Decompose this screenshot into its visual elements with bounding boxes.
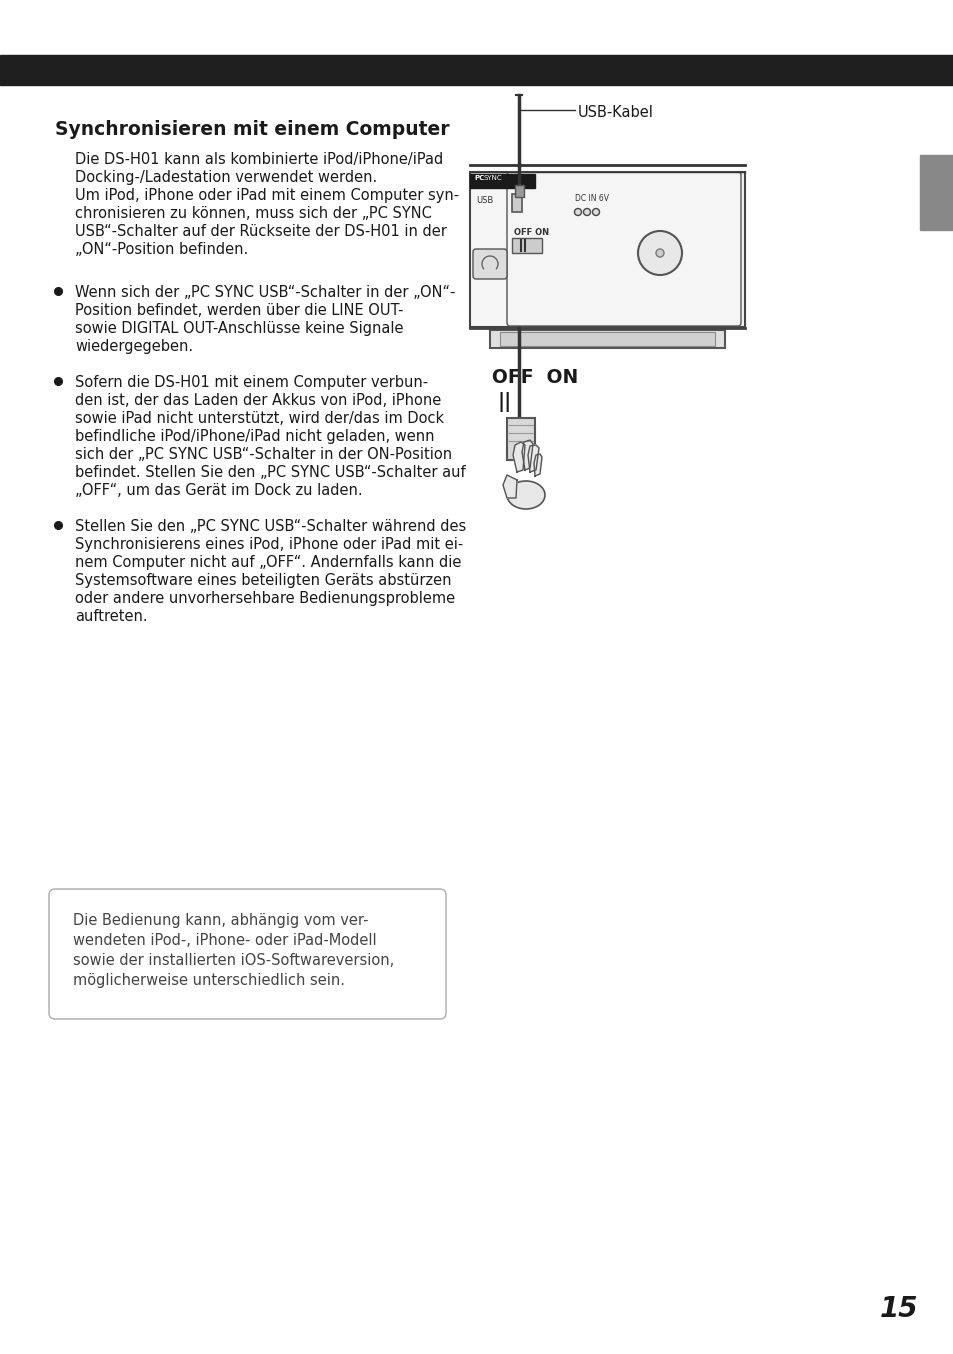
- Circle shape: [574, 209, 581, 215]
- Text: USB: USB: [476, 196, 493, 204]
- Text: möglicherweise unterschiedlich sein.: möglicherweise unterschiedlich sein.: [73, 974, 345, 988]
- Text: sich der „PC SYNC USB“-Schalter in der ON-Position: sich der „PC SYNC USB“-Schalter in der O…: [75, 447, 452, 462]
- Text: „ON“-Position befinden.: „ON“-Position befinden.: [75, 242, 248, 257]
- Text: oder andere unvorhersehbare Bedienungsprobleme: oder andere unvorhersehbare Bedienungspr…: [75, 590, 455, 607]
- Text: Die DS-H01 kann als kombinierte iPod/iPhone/iPad: Die DS-H01 kann als kombinierte iPod/iPh…: [75, 152, 443, 167]
- Text: Die Bedienung kann, abhängig vom ver-: Die Bedienung kann, abhängig vom ver-: [73, 913, 368, 927]
- Bar: [499, 332, 714, 347]
- FancyBboxPatch shape: [49, 890, 446, 1020]
- Text: den ist, der das Laden der Akkus von iPod, iPhone: den ist, der das Laden der Akkus von iPo…: [75, 393, 441, 408]
- Text: „OFF“, um das Gerät im Dock zu laden.: „OFF“, um das Gerät im Dock zu laden.: [75, 483, 362, 498]
- Text: Stellen Sie den „PC SYNC USB“-Schalter während des: Stellen Sie den „PC SYNC USB“-Schalter w…: [75, 519, 466, 533]
- Text: USB“-Schalter auf der Rückseite der DS-H01 in der: USB“-Schalter auf der Rückseite der DS-H…: [75, 223, 446, 240]
- Bar: [490, 330, 724, 348]
- Text: Systemsoftware eines beteiligten Geräts abstürzen: Systemsoftware eines beteiligten Geräts …: [75, 573, 451, 588]
- Circle shape: [656, 249, 663, 257]
- FancyBboxPatch shape: [506, 172, 740, 326]
- Bar: [506, 418, 535, 460]
- Bar: [515, 185, 523, 196]
- Text: 15: 15: [879, 1294, 918, 1323]
- FancyBboxPatch shape: [473, 249, 506, 279]
- Text: Synchronisieren mit einem Computer: Synchronisieren mit einem Computer: [55, 121, 449, 139]
- Text: wiedergegeben.: wiedergegeben.: [75, 338, 193, 353]
- Polygon shape: [513, 441, 524, 473]
- Bar: [0, 56, 953, 85]
- Text: PC: PC: [474, 175, 484, 181]
- Bar: [512, 194, 521, 213]
- Text: Wenn sich der „PC SYNC USB“-Schalter in der „ON“-: Wenn sich der „PC SYNC USB“-Schalter in …: [75, 284, 455, 301]
- Text: sowie der installierten iOS-Softwareversion,: sowie der installierten iOS-Softwarevers…: [73, 953, 394, 968]
- Polygon shape: [521, 440, 533, 470]
- Polygon shape: [534, 454, 541, 477]
- Text: sowie iPad nicht unterstützt, wird der/das im Dock: sowie iPad nicht unterstützt, wird der/d…: [75, 412, 444, 427]
- Circle shape: [638, 232, 681, 275]
- Bar: [470, 175, 535, 188]
- Text: ||: ||: [497, 393, 512, 412]
- Text: OFF ON: OFF ON: [514, 227, 549, 237]
- Text: DC IN 6V: DC IN 6V: [575, 194, 608, 203]
- Circle shape: [583, 209, 590, 215]
- Text: SYNC: SYNC: [483, 175, 502, 181]
- Bar: [512, 238, 541, 253]
- Text: chronisieren zu können, muss sich der „PC SYNC: chronisieren zu können, muss sich der „P…: [75, 206, 432, 221]
- Text: befindet. Stellen Sie den „PC SYNC USB“-Schalter auf: befindet. Stellen Sie den „PC SYNC USB“-…: [75, 464, 465, 481]
- Text: nem Computer nicht auf „OFF“. Andernfalls kann die: nem Computer nicht auf „OFF“. Andernfall…: [75, 555, 461, 570]
- Bar: [919, 154, 953, 230]
- Text: befindliche iPod/iPhone/iPad nicht geladen, wenn: befindliche iPod/iPhone/iPad nicht gelad…: [75, 429, 434, 444]
- Text: OFF  ON: OFF ON: [492, 368, 578, 387]
- Text: Synchronisierens eines iPod, iPhone oder iPad mit ei-: Synchronisierens eines iPod, iPhone oder…: [75, 538, 463, 552]
- Text: sowie DIGITAL OUT-Anschlüsse keine Signale: sowie DIGITAL OUT-Anschlüsse keine Signa…: [75, 321, 403, 336]
- Text: auftreten.: auftreten.: [75, 609, 148, 624]
- Text: Sofern die DS-H01 mit einem Computer verbun-: Sofern die DS-H01 mit einem Computer ver…: [75, 375, 428, 390]
- Polygon shape: [527, 445, 538, 473]
- Polygon shape: [502, 475, 517, 498]
- Text: Docking-/Ladestation verwendet werden.: Docking-/Ladestation verwendet werden.: [75, 171, 376, 185]
- Text: USB-Kabel: USB-Kabel: [578, 106, 653, 121]
- Ellipse shape: [506, 481, 544, 509]
- Text: wendeten iPod-, iPhone- oder iPad-Modell: wendeten iPod-, iPhone- oder iPad-Modell: [73, 933, 376, 948]
- Text: Um iPod, iPhone oder iPad mit einem Computer syn-: Um iPod, iPhone oder iPad mit einem Comp…: [75, 188, 458, 203]
- Circle shape: [592, 209, 598, 215]
- Text: Position befindet, werden über die LINE OUT-: Position befindet, werden über die LINE …: [75, 303, 403, 318]
- Bar: [470, 172, 744, 328]
